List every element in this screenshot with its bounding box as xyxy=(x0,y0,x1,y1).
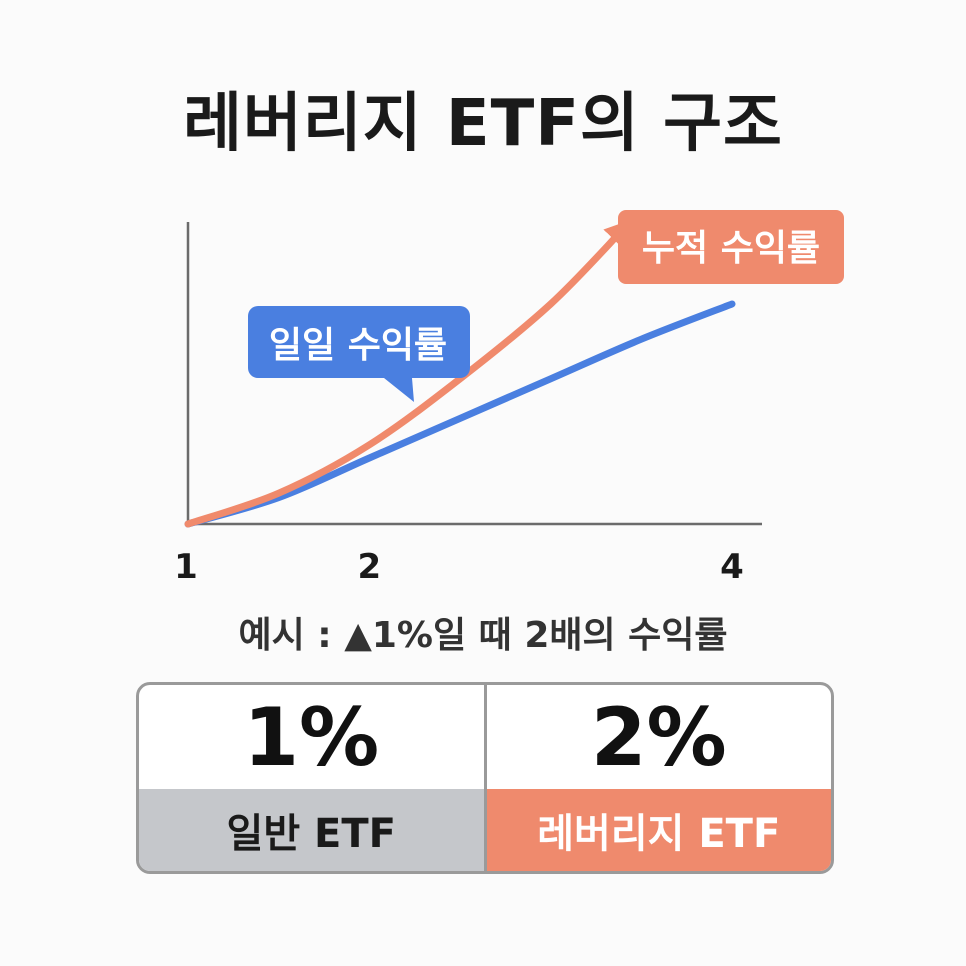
normal-etf-value: 1% xyxy=(243,690,380,784)
comparison-table: 1% 일반 ETF 2% 레버리지 ETF xyxy=(136,682,834,874)
normal-etf-label: 일반 ETF xyxy=(139,789,484,871)
daily-return-callout xyxy=(248,306,470,402)
x-tick-label: 4 xyxy=(720,547,744,587)
example-caption: 예시 : ▲1%일 때 2배의 수익률 xyxy=(238,615,728,656)
normal-etf-column: 1% 일반 ETF xyxy=(139,685,484,871)
x-tick-label: 2 xyxy=(357,547,381,587)
series-line-cumulative-return xyxy=(184,219,633,528)
cumulative-return-label: 누적 수익률 xyxy=(642,228,820,269)
cumulative-return-callout xyxy=(618,210,844,284)
page-title: 레버리지 ETF의 구조 xyxy=(183,87,783,161)
leverage-chart: 1 2 4 일일 수익률 누적 수익률 xyxy=(174,210,844,587)
daily-return-label: 일일 수익률 xyxy=(269,325,447,366)
leverage-etf-value: 2% xyxy=(590,690,727,784)
leverage-etf-label: 레버리지 ETF xyxy=(486,789,831,871)
x-tick-label: 1 xyxy=(174,547,198,587)
series-line-daily-return xyxy=(184,300,736,528)
leverage-etf-column: 2% 레버리지 ETF xyxy=(483,685,831,871)
